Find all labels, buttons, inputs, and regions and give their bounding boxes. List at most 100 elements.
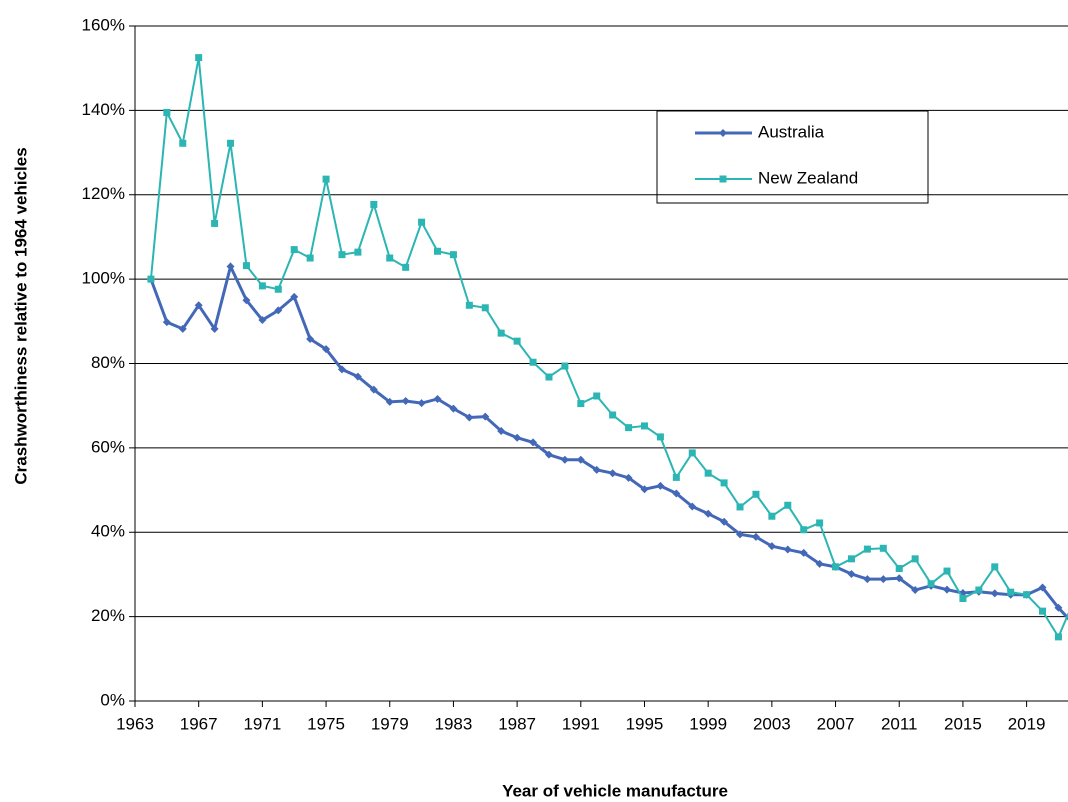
marker (847, 555, 855, 563)
marker (959, 594, 967, 602)
x-tick-label: 1971 (243, 714, 281, 733)
marker (800, 526, 808, 534)
marker (847, 570, 856, 579)
marker (322, 345, 331, 354)
marker (179, 139, 187, 147)
marker (162, 318, 171, 327)
marker (672, 473, 680, 481)
y-tick-label: 100% (82, 269, 125, 288)
marker (656, 481, 665, 490)
marker (354, 248, 362, 256)
marker (210, 324, 219, 333)
marker (608, 469, 617, 478)
legend-label: Australia (758, 122, 825, 141)
marker (306, 254, 314, 262)
marker (370, 200, 378, 208)
marker (768, 512, 776, 520)
x-tick-label: 1983 (435, 714, 473, 733)
legend: Australia New Zealand (656, 110, 929, 204)
marker (624, 473, 633, 482)
marker (290, 246, 298, 254)
marker (560, 455, 569, 464)
marker (1023, 591, 1031, 599)
marker (832, 563, 840, 571)
marker (418, 218, 426, 226)
x-tick-label: 1975 (307, 714, 345, 733)
marker (306, 335, 315, 344)
x-axis-title: Year of vehicle manufacture (502, 781, 728, 800)
marker (1039, 607, 1047, 615)
marker (227, 139, 235, 147)
marker (513, 337, 521, 345)
marker (386, 254, 394, 262)
marker (211, 219, 219, 227)
marker (640, 485, 649, 494)
marker (736, 503, 744, 511)
marker (274, 285, 282, 293)
marker (369, 385, 378, 394)
marker (147, 275, 155, 283)
marker (879, 575, 888, 584)
marker (434, 247, 442, 255)
marker (337, 365, 346, 374)
y-tick-label: 0% (100, 690, 125, 709)
marker (513, 433, 522, 442)
x-tick-label: 1967 (180, 714, 218, 733)
y-tick-label: 60% (91, 437, 125, 456)
marker (242, 296, 251, 305)
marker (258, 316, 267, 325)
marker (975, 586, 983, 594)
x-tick-label: 2007 (817, 714, 855, 733)
marker (625, 424, 633, 432)
marker (784, 501, 792, 509)
marker (991, 563, 999, 571)
marker (719, 175, 727, 183)
marker (1038, 583, 1047, 592)
x-tick-label: 1999 (689, 714, 727, 733)
marker (640, 422, 648, 430)
marker (767, 542, 776, 551)
y-tick-label: 140% (82, 100, 125, 119)
marker (481, 412, 490, 421)
marker (258, 282, 266, 290)
marker (736, 530, 745, 539)
marker (863, 575, 872, 584)
y-tick-label: 80% (91, 353, 125, 372)
marker (274, 306, 283, 315)
marker (942, 585, 951, 594)
marker (338, 251, 346, 259)
plot-area (146, 54, 1068, 641)
marker (816, 519, 824, 527)
marker (195, 54, 203, 62)
x-tick-label: 1979 (371, 714, 409, 733)
marker (576, 455, 585, 464)
x-tick-label: 1995 (626, 714, 664, 733)
x-tick-label: 1987 (498, 714, 536, 733)
marker (863, 545, 871, 553)
marker (545, 373, 553, 381)
marker (465, 413, 474, 422)
marker (322, 175, 330, 183)
marker (879, 544, 887, 552)
marker (417, 399, 426, 408)
x-tick-label: 2011 (881, 714, 918, 733)
legend-box (656, 110, 929, 204)
marker (592, 465, 601, 474)
marker (752, 490, 760, 498)
marker (593, 392, 601, 400)
marker (481, 304, 489, 312)
marker (927, 580, 935, 588)
x-tick-label: 2019 (1008, 714, 1046, 733)
marker (290, 292, 299, 301)
marker (895, 574, 904, 583)
marker (497, 427, 506, 435)
marker (465, 301, 473, 309)
marker (911, 555, 919, 563)
series-line (149, 57, 1068, 640)
marker (163, 108, 171, 116)
marker (577, 400, 585, 408)
y-tick-label: 40% (91, 522, 125, 541)
marker (704, 469, 712, 477)
marker (704, 509, 713, 518)
marker (529, 358, 537, 366)
